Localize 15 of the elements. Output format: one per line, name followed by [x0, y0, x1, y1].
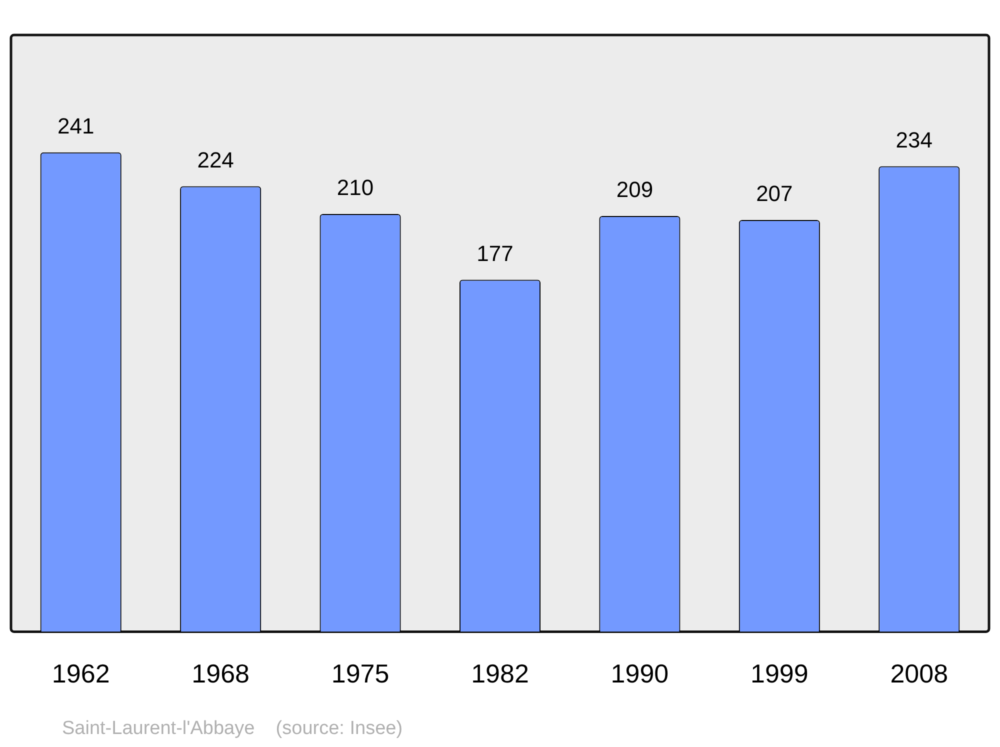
data-label: 177 [476, 240, 514, 266]
x-tick-label: 2008 [890, 658, 948, 689]
data-label: 241 [58, 113, 94, 138]
data-label: 224 [197, 147, 234, 172]
text: Saint-Laurent-l'Abbaye (source: Insee) [62, 718, 403, 739]
data-label: 207 [756, 181, 793, 206]
x-tick-label: 1968 [192, 658, 250, 689]
x-tick-label: 1962 [52, 658, 110, 689]
data-label: 210 [336, 175, 374, 200]
x-tick-label: 1975 [331, 658, 390, 689]
x-tick-label: 1999 [750, 658, 808, 689]
x-tick-label: 1982 [471, 658, 529, 689]
data-label: 209 [616, 177, 654, 202]
x-tick-label: 1990 [610, 658, 669, 689]
data-label: 234 [896, 127, 932, 152]
